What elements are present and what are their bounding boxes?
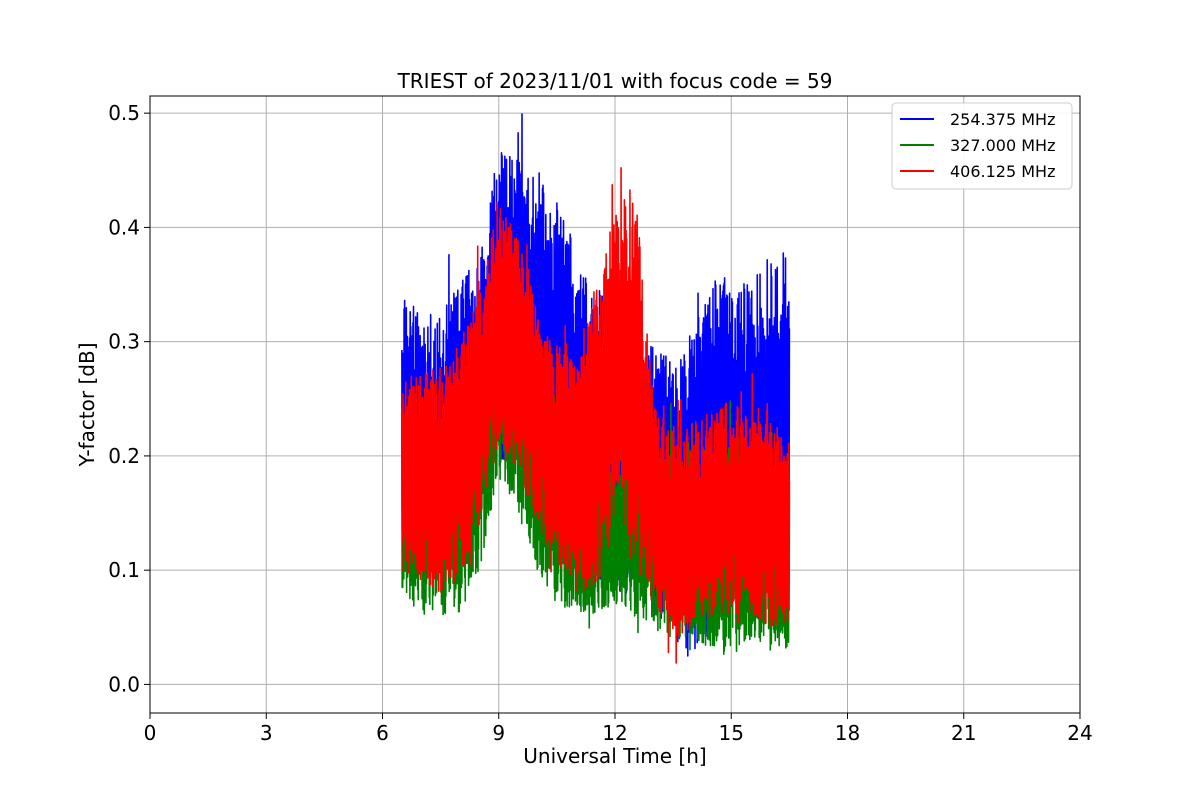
x-tick-label: 3 — [260, 721, 273, 745]
series-layer — [401, 113, 791, 664]
x-axis-title: Universal Time [h] — [523, 744, 706, 768]
legend-label: 327.000 MHz — [950, 136, 1055, 155]
chart-title: TRIEST of 2023/11/01 with focus code = 5… — [397, 69, 833, 93]
x-tick-label: 21 — [951, 721, 976, 745]
legend-label: 406.125 MHz — [950, 162, 1055, 181]
y-tick-label: 0.2 — [108, 444, 140, 468]
y-axis-title: Y-factor [dB] — [75, 342, 99, 467]
x-tick-label: 12 — [602, 721, 627, 745]
x-tick-label: 24 — [1067, 721, 1092, 745]
y-tick-label: 0.5 — [108, 101, 140, 125]
axis-ticks: 0 3 6 9 12 15 18 21 24 0.0 0.1 0.2 0.3 0.4 0.5 — [108, 101, 1093, 745]
legend: 254.375 MHz 327.000 MHz 406.125 MHz — [891, 102, 1073, 190]
series-line-3 — [401, 167, 791, 664]
x-tick-label: 9 — [492, 721, 505, 745]
y-tick-label: 0.3 — [108, 330, 140, 354]
y-tick-label: 0.1 — [108, 558, 140, 582]
x-tick-label: 18 — [835, 721, 860, 745]
x-tick-label: 15 — [719, 721, 744, 745]
x-tick-label: 6 — [376, 721, 389, 745]
y-tick-label: 0.0 — [108, 672, 140, 696]
y-tick-label: 0.4 — [108, 215, 140, 239]
legend-box — [891, 102, 1073, 190]
legend-label: 254.375 MHz — [950, 110, 1055, 129]
x-tick-label: 0 — [144, 721, 157, 745]
